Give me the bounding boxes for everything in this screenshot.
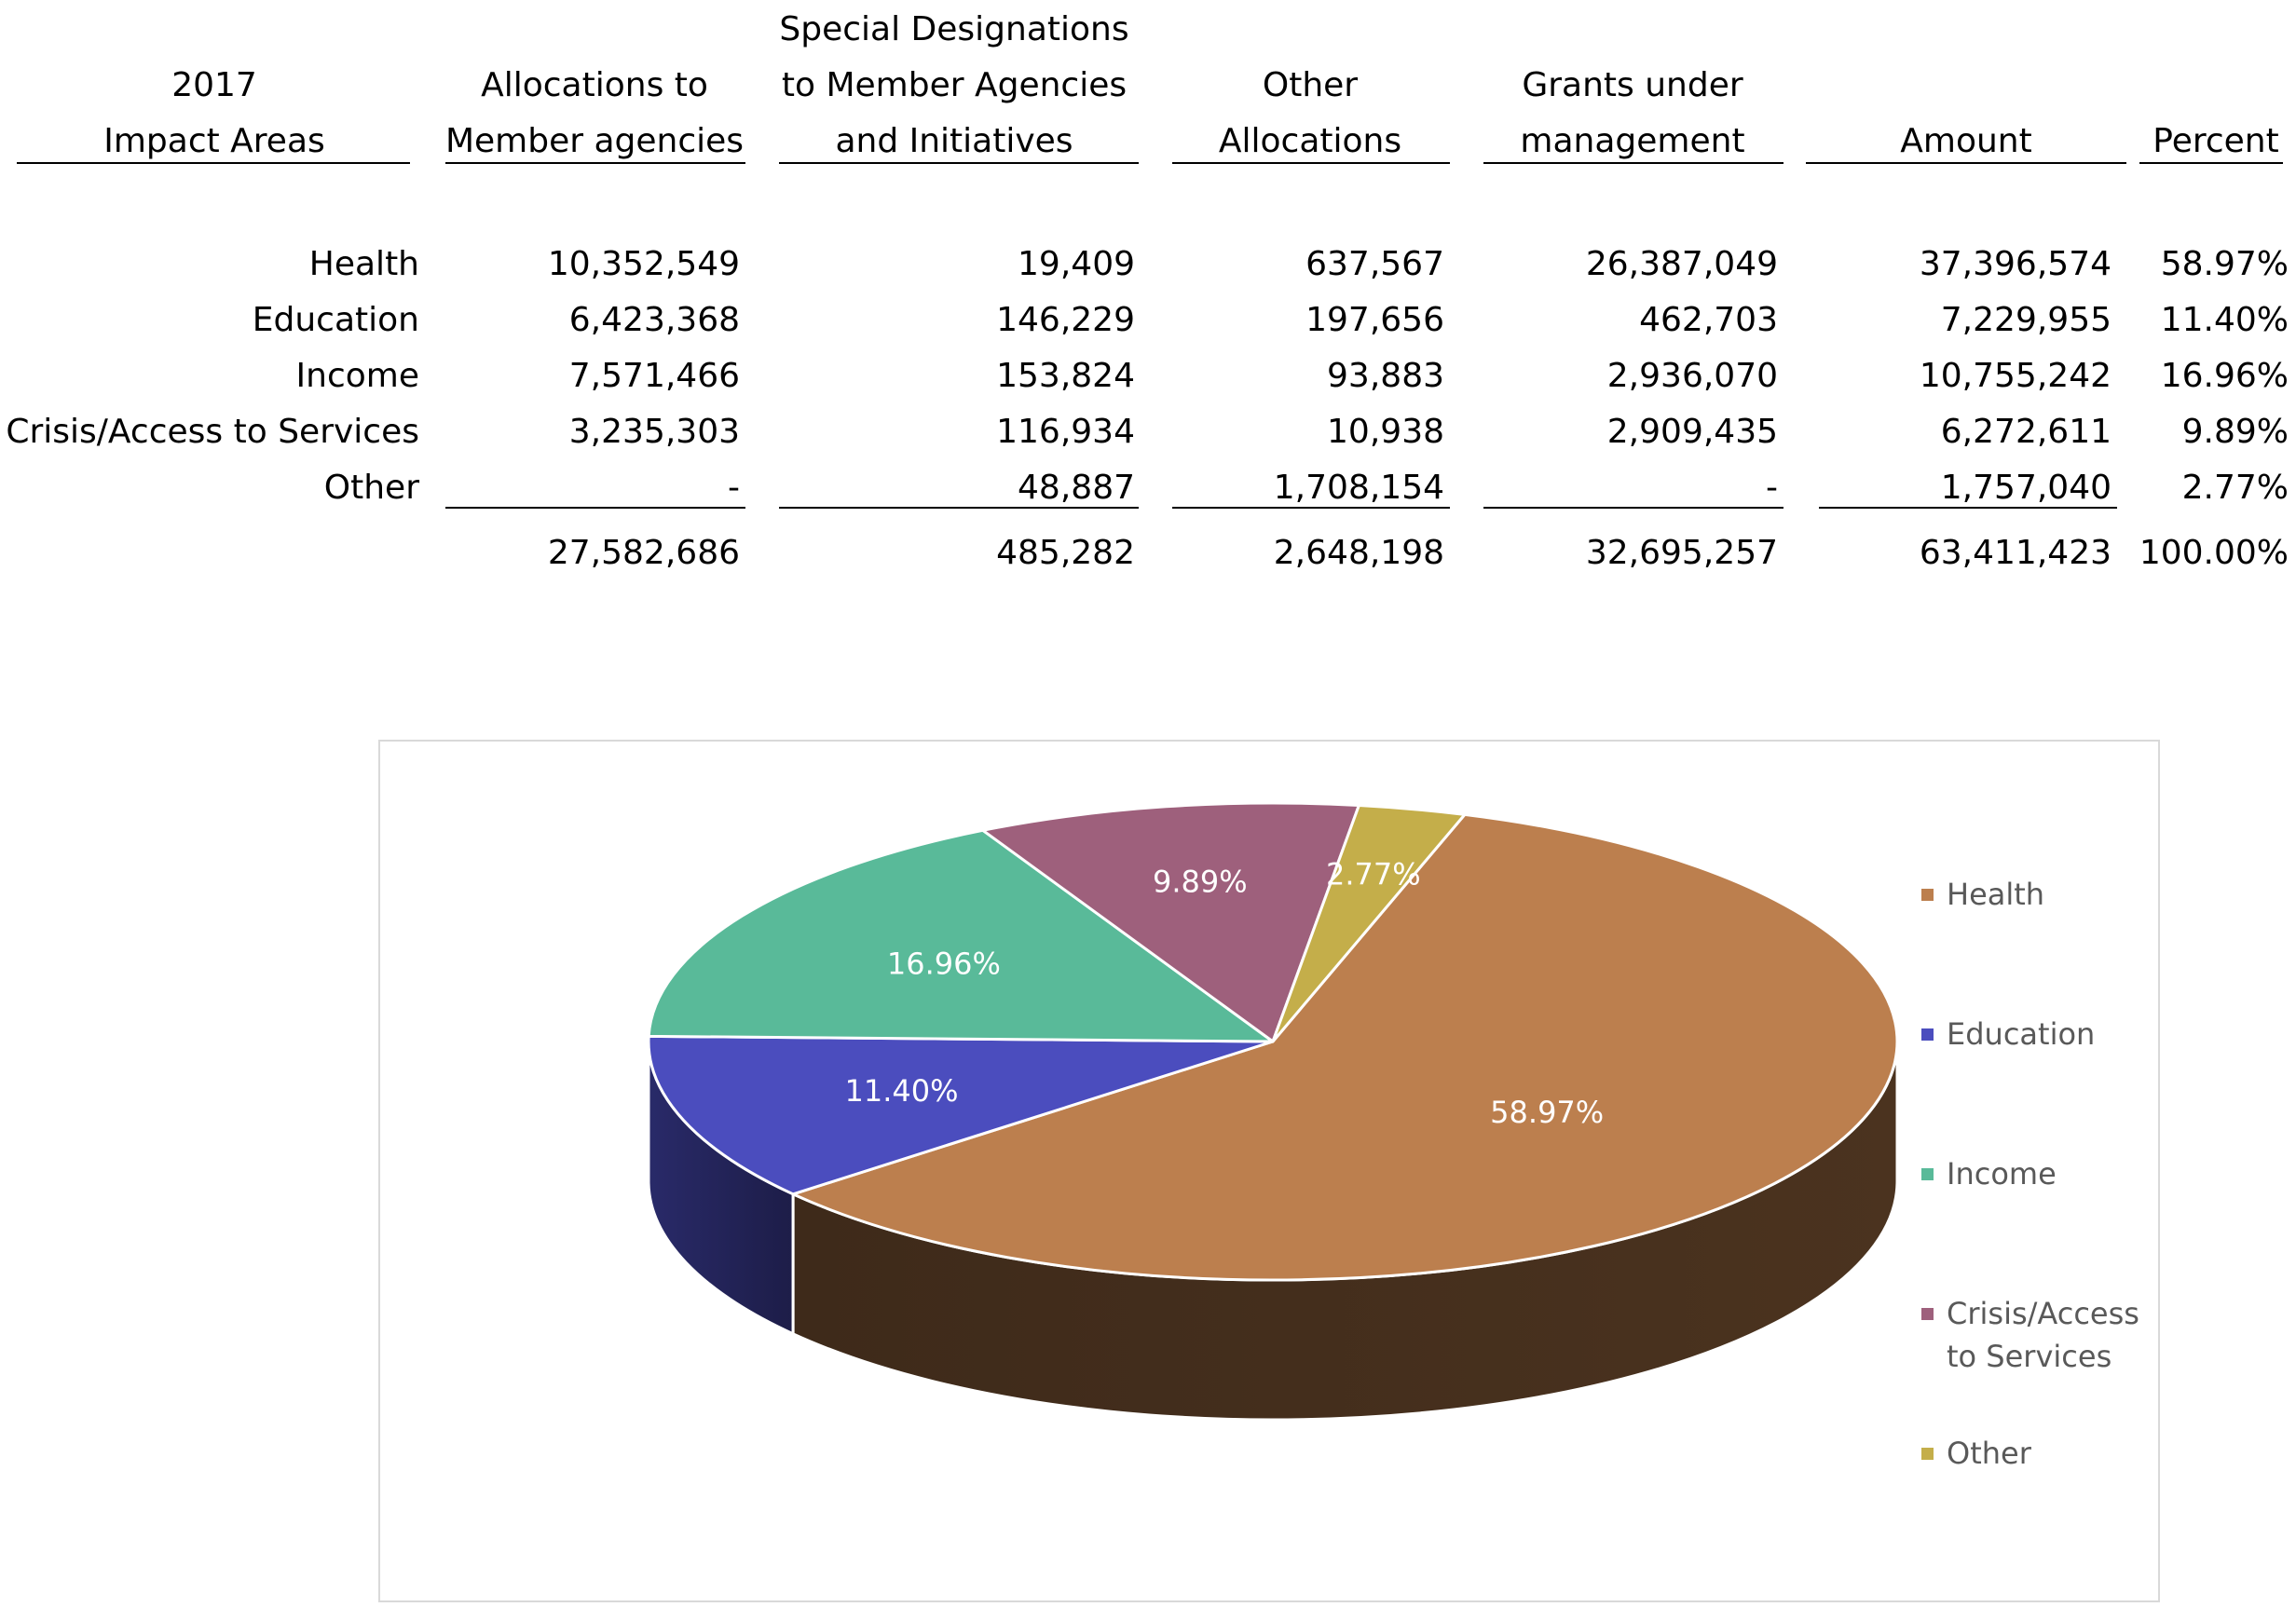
- legend-swatch: [1921, 889, 1934, 901]
- legend-item: Health: [1921, 873, 2152, 916]
- table-cell: 26,387,049: [1585, 245, 1778, 283]
- table-cell: 93,883: [1327, 357, 1444, 395]
- table-cell: 9.89%: [2181, 413, 2289, 451]
- legend-item: Income: [1921, 1152, 2152, 1195]
- data-label: 9.89%: [1153, 865, 1248, 900]
- column-header: Other: [1262, 66, 1359, 104]
- data-label: 2.77%: [1326, 856, 1421, 892]
- header-underline: [1483, 162, 1784, 164]
- column-header: Amount: [1900, 122, 2032, 160]
- table-cell: 19,409: [1018, 245, 1135, 283]
- table-cell: 462,703: [1639, 301, 1778, 339]
- table-cell: 6,423,368: [568, 301, 740, 339]
- table-cell: 10,938: [1327, 413, 1444, 451]
- pie-slice-health: [791, 812, 1899, 1282]
- pie-slice-other: [1271, 803, 1467, 1043]
- total-cell: 485,282: [996, 534, 1135, 572]
- table-cell: 7,229,955: [1940, 301, 2112, 339]
- table-cell: 2,909,435: [1606, 413, 1778, 451]
- table-cell: 153,824: [996, 357, 1135, 395]
- table-cell: 48,887: [1018, 469, 1135, 507]
- table-cell: 10,755,242: [1919, 357, 2112, 395]
- pie-slice-education: [647, 1034, 1275, 1196]
- column-header: Member agencies: [444, 122, 745, 160]
- subtotal-rule: [445, 507, 745, 509]
- column-header: Percent: [2152, 122, 2279, 160]
- header-underline: [2139, 162, 2283, 164]
- table-cell: 16.96%: [2160, 357, 2289, 395]
- total-cell: 2,648,198: [1273, 534, 1444, 572]
- row-label: Health: [308, 245, 419, 283]
- row-label: Income: [295, 357, 419, 395]
- table-cell: 3,235,303: [568, 413, 740, 451]
- table-cell: 637,567: [1305, 245, 1444, 283]
- legend-item: Education: [1921, 1013, 2152, 1055]
- row-label: Crisis/Access to Services: [6, 413, 419, 451]
- data-label: 16.96%: [887, 946, 1001, 981]
- column-header: to Member Agencies: [781, 66, 1128, 104]
- table-cell: -: [1766, 469, 1778, 507]
- header-underline: [779, 162, 1139, 164]
- pie-slice-crisis-access-to-services: [981, 801, 1360, 1043]
- table-cell: 6,272,611: [1940, 413, 2112, 451]
- data-label: 11.40%: [845, 1073, 959, 1109]
- table-cell: -: [728, 469, 740, 507]
- total-cell: 32,695,257: [1585, 534, 1778, 572]
- subtotal-rule: [1483, 507, 1784, 509]
- legend-swatch: [1921, 1308, 1934, 1320]
- table-cell: 146,229: [996, 301, 1135, 339]
- table-cell: 2.77%: [2181, 469, 2289, 507]
- table-cell: 1,708,154: [1273, 469, 1444, 507]
- total-cell: 100.00%: [2139, 534, 2289, 572]
- row-label: Other: [323, 469, 419, 507]
- column-header: Special Designations: [779, 10, 1129, 48]
- column-header: Impact Areas: [103, 122, 325, 160]
- header-underline: [445, 162, 745, 164]
- header-underline: [1806, 162, 2126, 164]
- column-header: and Initiatives: [835, 122, 1073, 160]
- legend-swatch: [1921, 1028, 1934, 1041]
- legend-swatch: [1921, 1168, 1934, 1180]
- legend-label: Income: [1947, 1156, 2057, 1192]
- column-header: management: [1520, 122, 1745, 160]
- table-cell: 7,571,466: [568, 357, 740, 395]
- table-cell: 11.40%: [2160, 301, 2289, 339]
- subtotal-rule: [1819, 507, 2117, 509]
- table-cell: 10,352,549: [547, 245, 740, 283]
- table-cell: 197,656: [1305, 301, 1444, 339]
- legend-item: Other: [1921, 1432, 2152, 1475]
- column-header: Grants under: [1522, 66, 1743, 104]
- row-label: Education: [252, 301, 419, 339]
- total-cell: 63,411,423: [1919, 534, 2112, 572]
- legend-label: Crisis/Access to Services: [1947, 1296, 2139, 1374]
- legend-label: Other: [1947, 1436, 2031, 1471]
- column-header: Allocations to: [481, 66, 708, 104]
- table-cell: 37,396,574: [1919, 245, 2112, 283]
- header-underline: [1172, 162, 1450, 164]
- table-cell: 2,936,070: [1606, 357, 1778, 395]
- data-label: 58.97%: [1490, 1095, 1604, 1130]
- legend-item: Crisis/Access to Services: [1921, 1292, 2152, 1378]
- legend-swatch: [1921, 1448, 1934, 1460]
- table-cell: 1,757,040: [1940, 469, 2112, 507]
- table-cell: 58.97%: [2160, 245, 2289, 283]
- total-cell: 27,582,686: [547, 534, 740, 572]
- header-underline: [17, 162, 410, 164]
- legend-label: Education: [1947, 1016, 2096, 1052]
- legend-label: Health: [1947, 877, 2045, 912]
- column-header: 2017: [171, 66, 257, 104]
- column-header: Allocations: [1218, 122, 1402, 160]
- subtotal-rule: [779, 507, 1139, 509]
- subtotal-rule: [1172, 507, 1450, 509]
- table-cell: 116,934: [996, 413, 1135, 451]
- pie-slice-income: [647, 828, 1275, 1043]
